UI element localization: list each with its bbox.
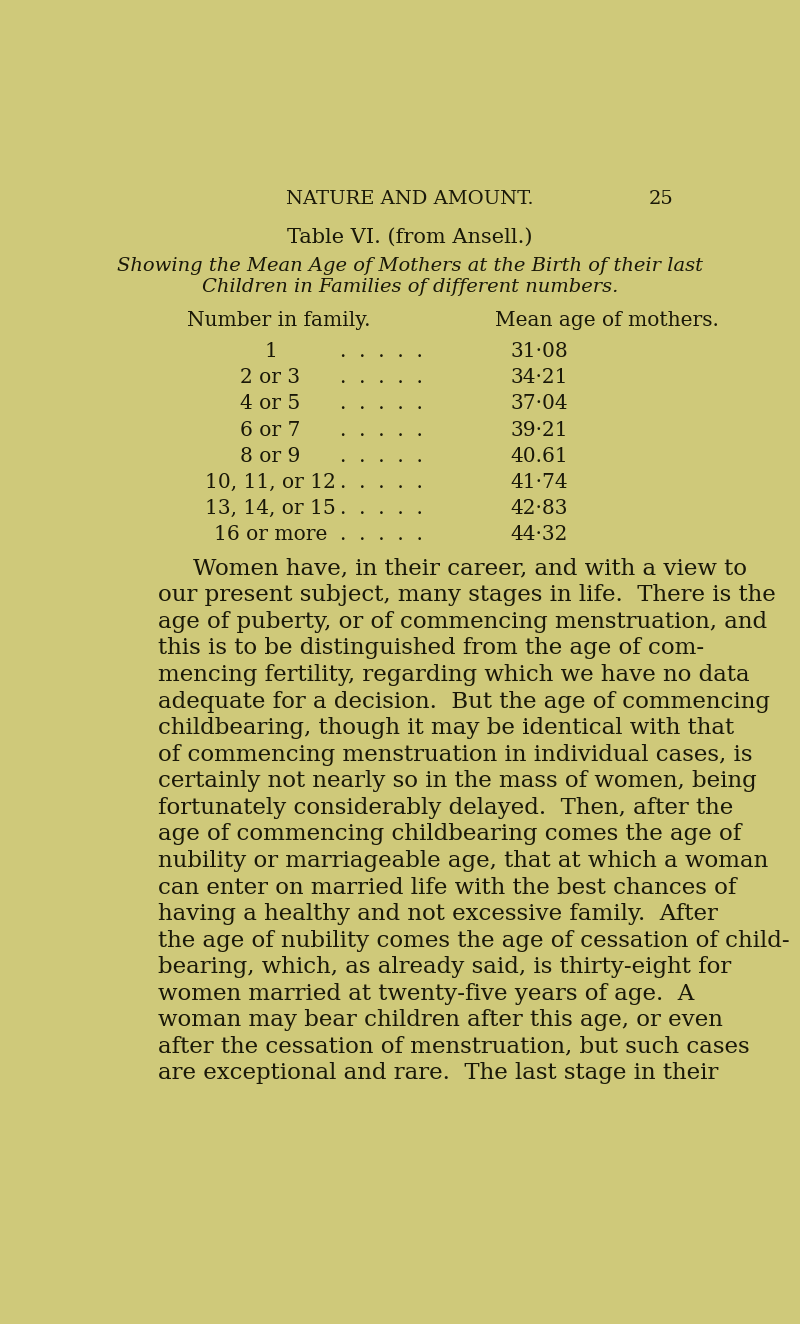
Text: 16 or more: 16 or more	[214, 526, 327, 544]
Text: age of puberty, or of commencing menstruation, and: age of puberty, or of commencing menstru…	[158, 610, 767, 633]
Text: 41·74: 41·74	[510, 473, 568, 493]
Text: fortunately considerably delayed.  Then, after the: fortunately considerably delayed. Then, …	[158, 797, 734, 818]
Text: age of commencing childbearing comes the age of: age of commencing childbearing comes the…	[158, 824, 742, 846]
Text: childbearing, though it may be identical with that: childbearing, though it may be identical…	[158, 718, 734, 739]
Text: adequate for a decision.  But the age of commencing: adequate for a decision. But the age of …	[158, 691, 770, 712]
Text: .  .  .  .  .: . . . . .	[340, 342, 423, 361]
Text: 42·83: 42·83	[510, 499, 568, 518]
Text: bearing, which, as already said, is thirty-eight for: bearing, which, as already said, is thir…	[158, 956, 731, 978]
Text: the age of nubility comes the age of cessation of child-: the age of nubility comes the age of ces…	[158, 929, 790, 952]
Text: 31·08: 31·08	[510, 342, 569, 361]
Text: Showing the Mean Age of Mothers at the Birth of their last: Showing the Mean Age of Mothers at the B…	[117, 257, 703, 275]
Text: 34·21: 34·21	[510, 368, 568, 388]
Text: .  .  .  .  .: . . . . .	[340, 421, 423, 440]
Text: 8 or 9: 8 or 9	[240, 448, 301, 466]
Text: can enter on married life with the best chances of: can enter on married life with the best …	[158, 876, 737, 899]
Text: NATURE AND AMOUNT.: NATURE AND AMOUNT.	[286, 189, 534, 208]
Text: Mean age of mothers.: Mean age of mothers.	[495, 311, 719, 331]
Text: 1: 1	[264, 342, 277, 361]
Text: Children in Families of different numbers.: Children in Families of different number…	[202, 278, 618, 297]
Text: 37·04: 37·04	[510, 395, 568, 413]
Text: 44·32: 44·32	[510, 526, 568, 544]
Text: woman may bear children after this age, or even: woman may bear children after this age, …	[158, 1009, 723, 1031]
Text: of commencing menstruation in individual cases, is: of commencing menstruation in individual…	[158, 744, 753, 765]
Text: are exceptional and rare.  The last stage in their: are exceptional and rare. The last stage…	[158, 1062, 718, 1084]
Text: .  .  .  .  .: . . . . .	[340, 448, 423, 466]
Text: 39·21: 39·21	[510, 421, 568, 440]
Text: 13, 14, or 15: 13, 14, or 15	[205, 499, 336, 518]
Text: our present subject, many stages in life.  There is the: our present subject, many stages in life…	[158, 584, 776, 606]
Text: 10, 11, or 12: 10, 11, or 12	[205, 473, 336, 493]
Text: Table VI. (from Ansell.): Table VI. (from Ansell.)	[287, 228, 533, 248]
Text: 4 or 5: 4 or 5	[240, 395, 301, 413]
Text: .  .  .  .  .: . . . . .	[340, 499, 423, 518]
Text: .  .  .  .  .: . . . . .	[340, 395, 423, 413]
Text: 6 or 7: 6 or 7	[240, 421, 301, 440]
Text: mencing fertility, regarding which we have no data: mencing fertility, regarding which we ha…	[158, 665, 750, 686]
Text: 25: 25	[649, 189, 674, 208]
Text: 40.61: 40.61	[510, 448, 569, 466]
Text: certainly not nearly so in the mass of women, being: certainly not nearly so in the mass of w…	[158, 771, 757, 792]
Text: Women have, in their career, and with a view to: Women have, in their career, and with a …	[193, 557, 747, 580]
Text: nubility or marriageable age, that at which a woman: nubility or marriageable age, that at wh…	[158, 850, 768, 873]
Text: Number in family.: Number in family.	[187, 311, 370, 331]
Text: 2 or 3: 2 or 3	[241, 368, 301, 388]
Text: .  .  .  .  .: . . . . .	[340, 473, 423, 493]
Text: women married at twenty-five years of age.  A: women married at twenty-five years of ag…	[158, 982, 694, 1005]
Text: after the cessation of menstruation, but such cases: after the cessation of menstruation, but…	[158, 1035, 750, 1058]
Text: having a healthy and not excessive family.  After: having a healthy and not excessive famil…	[158, 903, 718, 925]
Text: .  .  .  .  .: . . . . .	[340, 526, 423, 544]
Text: this is to be distinguished from the age of com-: this is to be distinguished from the age…	[158, 637, 704, 659]
Text: .  .  .  .  .: . . . . .	[340, 368, 423, 388]
